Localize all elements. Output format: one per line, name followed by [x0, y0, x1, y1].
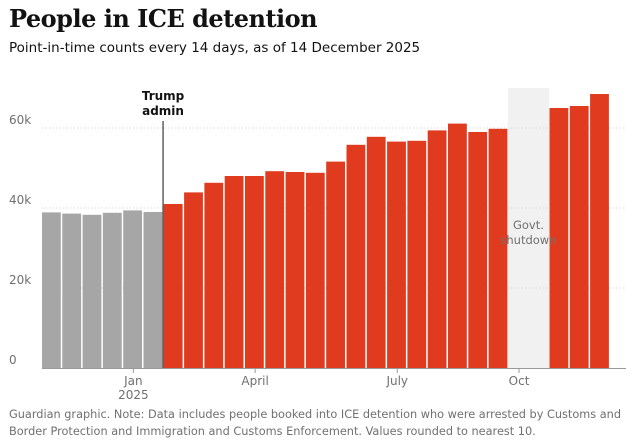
bar-1	[62, 213, 82, 368]
shutdown-label-line: Govt.	[513, 218, 544, 232]
x-tick-label-1: April	[241, 374, 268, 388]
bar-6	[163, 204, 183, 368]
bar-0	[42, 212, 61, 368]
chart-subtitle: Point-in-time counts every 14 days, as o…	[9, 40, 421, 56]
bar-17	[387, 141, 406, 368]
trump-admin-label: Trump admin	[142, 89, 185, 118]
chart-title: People in ICE detention	[9, 4, 318, 33]
bar-12	[285, 172, 305, 368]
bar-22	[488, 128, 508, 368]
bar-16	[366, 136, 386, 368]
x-tick-label-line: April	[241, 374, 268, 388]
bar-26	[569, 106, 589, 368]
bar-2	[82, 214, 102, 368]
bar-4	[123, 210, 142, 368]
bar-19	[427, 130, 447, 368]
shutdown-label-line: shutdown	[500, 233, 556, 247]
y-tick-label-0: 0	[9, 353, 17, 367]
bar-20	[448, 123, 467, 368]
bar-8	[204, 182, 224, 368]
source-note: Guardian graphic. Note: Data includes pe…	[9, 408, 622, 438]
bar-14	[326, 161, 345, 368]
bar-25	[549, 108, 569, 368]
shutdown-label: Govt. shutdown	[500, 218, 556, 247]
bar-layer	[42, 94, 609, 368]
x-tick-label-3: Oct	[509, 374, 530, 388]
bar-13	[305, 172, 325, 368]
bar-21	[468, 132, 488, 368]
x-tick-label-line: 2025	[118, 388, 149, 400]
bar-18	[407, 140, 427, 368]
x-tick-label-0: Jan 2025	[118, 374, 149, 400]
x-tick-label-line: Jan	[123, 374, 143, 388]
x-tick-label-line: Oct	[509, 374, 530, 388]
y-tick-label-1: 20k	[9, 273, 31, 287]
bar-5	[143, 212, 163, 368]
bar-11	[265, 171, 285, 368]
shutdown-band-layer	[507, 88, 549, 368]
bar-27	[590, 94, 609, 368]
annotation-layer: Trump admin Govt. shutdown	[142, 89, 557, 368]
trump-admin-label-line: admin	[142, 104, 184, 118]
bar-7	[184, 192, 203, 368]
x-tick-label-2: July	[385, 374, 408, 388]
y-tick-label-2: 40k	[9, 193, 31, 207]
bar-9	[224, 176, 244, 368]
bar-10	[245, 176, 264, 368]
bar-3	[102, 212, 122, 368]
y-tick-label-3: 60k	[9, 113, 31, 127]
detention-bar-chart: 0 20k 40k 60k Jan 2025 April July Oct Trump admin…	[9, 88, 626, 400]
shutdown-band	[507, 88, 549, 368]
bar-15	[346, 144, 366, 368]
x-tick-label-line: July	[385, 374, 408, 388]
trump-admin-label-line: Trump	[142, 89, 185, 103]
axis-layer: 0 20k 40k 60k Jan 2025 April July Oct	[9, 113, 626, 400]
